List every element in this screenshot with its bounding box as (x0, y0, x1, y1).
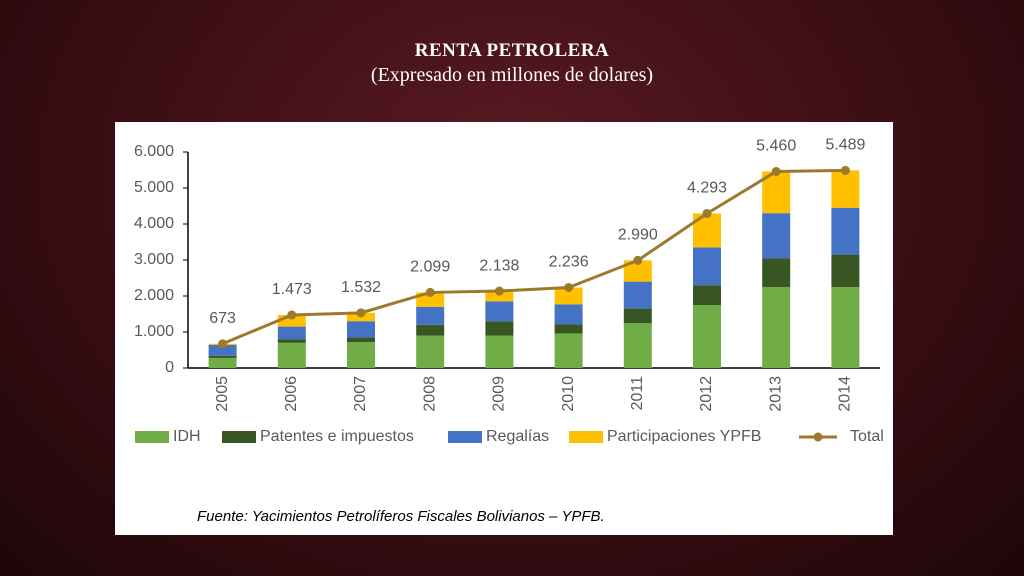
x-tick-label: 2010 (560, 376, 577, 412)
bar-segment (831, 287, 860, 368)
data-label: 1.532 (341, 279, 381, 296)
bar-segment (416, 335, 445, 368)
subtitle: (Expresado en millones de dolares) (370, 64, 654, 86)
total-point (702, 208, 712, 218)
legend-label: Patentes e impuestos (260, 428, 414, 445)
y-tick-label: 1.000 (134, 323, 174, 340)
title: RENTA PETROLERA (414, 40, 610, 61)
x-tick-label: 2013 (767, 376, 784, 412)
data-label: 2.990 (618, 227, 658, 244)
total-point (425, 287, 435, 297)
bar-segment (623, 281, 652, 309)
bar-segment (416, 306, 445, 325)
x-tick-label: 2014 (837, 376, 854, 412)
data-label: 2.099 (410, 259, 450, 276)
legend-swatch-marker (813, 432, 823, 442)
bar-segment (277, 339, 306, 343)
total-point (287, 310, 297, 320)
bar-segment (277, 326, 306, 340)
bar-segment (416, 324, 445, 336)
bar-segment (762, 213, 791, 259)
bar-segment (831, 170, 860, 208)
total-line (222, 168, 846, 346)
y-tick-label: 5.000 (134, 179, 174, 196)
bar-segment (208, 357, 237, 368)
x-tick-label: 2009 (491, 376, 508, 412)
bar-segment (485, 335, 514, 368)
bar-segment (554, 304, 583, 325)
y-tick-label: 2.000 (134, 287, 174, 304)
data-label: 1.473 (272, 281, 312, 298)
bar-segment (693, 285, 721, 305)
total-point (564, 283, 574, 293)
x-tick-label: 2011 (629, 376, 646, 411)
data-label: 2.236 (549, 254, 589, 271)
bar-segment (208, 344, 237, 356)
total-point (218, 339, 228, 349)
slide-title: RENTA PETROLERA (Expresado en millones d… (0, 40, 1024, 87)
bar-segment (485, 321, 514, 336)
bar-segment (831, 207, 860, 255)
legend-swatch (569, 431, 603, 443)
chart: Fuente: Yacimientos Petrolíferos Fiscale… (115, 122, 893, 535)
y-tick-label: 6.000 (134, 143, 174, 160)
legend-swatch (222, 431, 256, 443)
y-tick-label: 3.000 (134, 251, 174, 268)
bar-segment (485, 291, 514, 302)
data-label: 2.138 (479, 257, 519, 274)
data-label: 5.460 (756, 138, 796, 155)
bar-segment (554, 333, 583, 368)
data-label: 5.489 (825, 137, 865, 154)
bar-segment (347, 342, 375, 368)
bar-segment (554, 324, 583, 334)
legend-label: Regalías (486, 428, 549, 445)
y-tick-label: 0 (165, 359, 174, 376)
total-point (356, 308, 366, 318)
legend-swatch (135, 431, 169, 443)
x-tick-label: 2005 (214, 376, 231, 412)
bar-segment (277, 314, 306, 327)
bar-segment (762, 258, 791, 287)
bar-segment (623, 308, 652, 323)
bar-segment (693, 247, 721, 286)
total-point (633, 255, 643, 265)
bar-segment (347, 337, 375, 343)
total-point (840, 165, 850, 175)
bar-segment (693, 305, 721, 368)
x-tick-label: 2007 (352, 376, 369, 412)
legend-swatch (448, 431, 482, 443)
x-tick-label: 2012 (698, 376, 715, 412)
data-label: 673 (209, 310, 236, 327)
legend-label: Total (850, 428, 884, 445)
bar-segment (762, 287, 791, 368)
data-label: 4.293 (687, 180, 727, 197)
source-note: Fuente: Yacimientos Petrolíferos Fiscale… (197, 508, 605, 525)
x-tick-label: 2006 (283, 376, 300, 412)
bar-segment (623, 323, 652, 368)
y-tick-label: 4.000 (134, 215, 174, 232)
bar-segment (277, 342, 306, 368)
legend-label: Participaciones YPFB (607, 428, 761, 445)
bar-segment (554, 287, 583, 305)
bar-segment (208, 355, 237, 358)
bar-segment (347, 321, 375, 338)
bar-segment (623, 260, 652, 282)
total-point (494, 286, 504, 296)
x-tick-label: 2008 (421, 376, 438, 412)
bar-segment (831, 254, 860, 287)
legend-label: IDH (173, 428, 201, 445)
total-point (771, 166, 781, 176)
bar-segment (485, 301, 514, 322)
